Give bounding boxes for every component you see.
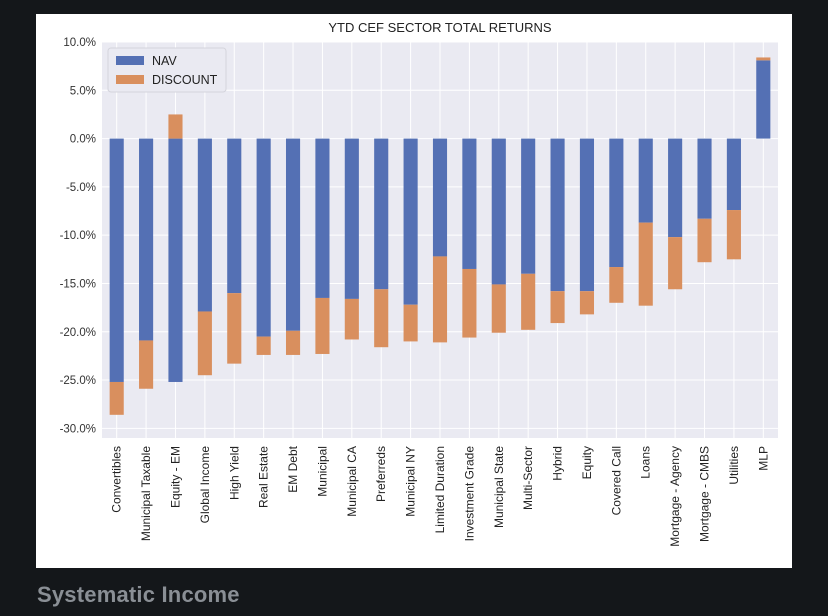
- chart-title: YTD CEF SECTOR TOTAL RETURNS: [328, 20, 552, 35]
- bar-nav: [491, 138, 506, 285]
- x-tick-label: Limited Duration: [433, 446, 447, 533]
- x-tick-label: Multi-Sector: [521, 446, 535, 510]
- bar-discount: [697, 218, 712, 263]
- y-tick-label: 5.0%: [70, 85, 96, 97]
- x-tick-label: Municipal Taxable: [139, 446, 153, 541]
- x-tick-label: Convertibles: [110, 446, 124, 513]
- bar-nav: [139, 138, 154, 341]
- bar-discount: [256, 336, 271, 355]
- bar-discount: [609, 267, 624, 303]
- bar-discount: [227, 293, 242, 364]
- x-tick-label: Preferreds: [374, 446, 388, 502]
- bar-discount: [403, 304, 418, 342]
- bar-nav: [256, 138, 271, 337]
- bar-nav: [521, 138, 536, 274]
- y-tick-label: -20.0%: [60, 327, 96, 339]
- bar-discount: [521, 273, 536, 330]
- x-tick-label: Municipal: [315, 446, 329, 497]
- x-tick-label: Global Income: [198, 446, 212, 524]
- bar-nav: [550, 138, 565, 292]
- x-axis-ticks: Convertibles Municipal Taxable Equity - EM…: [110, 445, 771, 546]
- y-tick-label: -25.0%: [60, 375, 96, 387]
- bar-nav: [668, 138, 683, 238]
- bar-nav: [403, 138, 418, 305]
- bar-nav: [432, 138, 448, 257]
- bar-nav: [462, 138, 477, 269]
- x-tick-label: Municipal State: [492, 446, 506, 528]
- chart: YTD CEF SECTOR TOTAL RETURNS 10.0% 5.0% 0.…: [60, 20, 778, 547]
- source-caption: Systematic Income: [37, 582, 240, 607]
- bar-discount: [197, 311, 212, 376]
- bar-discount: [462, 268, 477, 338]
- bar-discount: [109, 381, 124, 415]
- bar-nav: [697, 138, 712, 219]
- y-tick-label: 10.0%: [63, 37, 96, 49]
- y-tick-label: -10.0%: [60, 230, 96, 242]
- bar-nav: [756, 60, 771, 139]
- y-tick-label: -5.0%: [66, 182, 96, 194]
- x-tick-label: Investment Grade: [462, 446, 476, 542]
- bar-nav: [609, 138, 624, 268]
- x-tick-label: Real Estate: [257, 446, 271, 508]
- bar-discount: [432, 256, 448, 343]
- bar-nav: [197, 138, 212, 312]
- x-tick-label: Municipal NY: [404, 446, 418, 517]
- bar-nav: [109, 138, 124, 382]
- bar-discount: [285, 330, 301, 355]
- y-axis-ticks: 10.0% 5.0% 0.0% -5.0% -10.0% -15.0% -20.0% -25.…: [60, 37, 96, 435]
- bars: [109, 57, 771, 415]
- bar-discount: [668, 237, 683, 290]
- bar-nav: [374, 138, 389, 290]
- x-tick-label: Mortgage - CMBS: [698, 446, 712, 542]
- bar-nav: [344, 138, 359, 299]
- y-tick-label: 0.0%: [70, 134, 96, 146]
- x-tick-label: Utilities: [727, 446, 741, 485]
- x-tick-label: Municipal CA: [345, 446, 359, 517]
- x-tick-label: Loans: [639, 446, 653, 479]
- bar-discount: [344, 298, 359, 340]
- bar-discount: [168, 114, 183, 139]
- bar-nav: [168, 138, 183, 382]
- bar-discount: [374, 289, 389, 348]
- bar-nav: [285, 138, 301, 331]
- chart-card: YTD CEF SECTOR TOTAL RETURNS 10.0% 5.0% 0.…: [36, 14, 792, 568]
- bar-discount: [491, 284, 506, 333]
- bar-nav: [315, 138, 330, 298]
- bar-nav: [227, 138, 242, 294]
- legend-swatch-nav: [116, 56, 144, 65]
- x-tick-label: Equity: [580, 446, 594, 479]
- x-tick-label: EM Debt: [286, 445, 300, 492]
- bar-discount: [638, 222, 653, 306]
- bar-nav: [726, 138, 741, 211]
- legend-label-nav: NAV: [152, 54, 177, 68]
- x-tick-label: High Yield: [227, 446, 241, 500]
- bar-discount: [315, 297, 330, 354]
- bar-discount: [139, 340, 154, 389]
- y-tick-label: -15.0%: [60, 278, 96, 290]
- bar-nav: [579, 138, 595, 292]
- x-tick-label: Mortgage - Agency: [668, 446, 682, 547]
- bar-discount: [726, 210, 741, 260]
- legend: NAV DISCOUNT: [107, 47, 227, 93]
- x-tick-label: MLP: [756, 446, 770, 471]
- bar-discount: [550, 291, 565, 324]
- legend-swatch-discount: [116, 75, 144, 84]
- bar-discount: [579, 291, 595, 315]
- bar-nav: [638, 138, 653, 223]
- y-tick-label: -30.0%: [60, 423, 96, 435]
- x-tick-label: Covered Call: [609, 446, 623, 515]
- legend-label-discount: DISCOUNT: [152, 73, 218, 87]
- bar-discount: [756, 57, 771, 61]
- x-tick-label: Equity - EM: [168, 446, 182, 508]
- x-tick-label: Hybrid: [551, 446, 565, 481]
